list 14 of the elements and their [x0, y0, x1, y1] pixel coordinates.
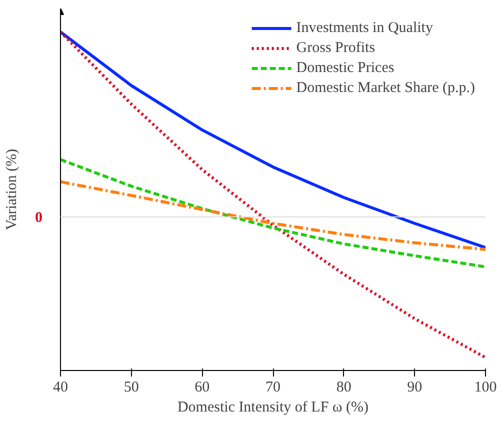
x-tick-label: 90 — [407, 380, 422, 396]
x-tick-label: 60 — [194, 380, 210, 396]
x-tick-label: 70 — [266, 380, 280, 396]
x-tick-label: 50 — [124, 380, 139, 396]
legend-label: Domestic Prices — [296, 60, 394, 76]
x-tick-label: 100 — [474, 380, 497, 396]
legend-label: Domestic Market Share (p.p.) — [296, 80, 475, 96]
legend-label: Investments in Quality — [296, 20, 433, 36]
x-tick-label: 40 — [53, 380, 68, 396]
x-axis-title: Domestic Intensity of LF ω (%) — [177, 400, 369, 416]
ref-line-label: 0 — [35, 210, 42, 226]
y-axis-title: Variation (%) — [4, 148, 20, 230]
legend-label: Gross Profits — [296, 40, 376, 56]
x-tick-label: 80 — [336, 380, 352, 396]
